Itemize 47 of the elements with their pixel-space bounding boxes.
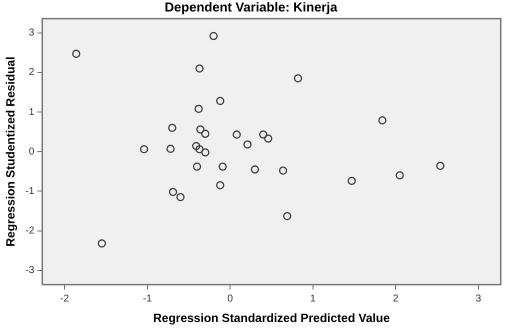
y-tick-label: 3 <box>28 28 35 39</box>
x-tick-label: -1 <box>142 293 152 304</box>
point <box>294 74 302 83</box>
point <box>168 124 176 132</box>
x-tick-label: 0 <box>227 293 234 304</box>
point <box>194 104 203 113</box>
point <box>396 171 404 180</box>
point <box>378 116 387 124</box>
point <box>201 148 210 157</box>
point <box>264 134 272 143</box>
y-tick-label: 1 <box>28 106 35 118</box>
y-tick-label: 2 <box>28 67 35 78</box>
chart-title: Dependent Variable: Kinerja <box>164 0 338 14</box>
point <box>250 165 260 174</box>
point <box>259 130 268 139</box>
point <box>192 162 202 171</box>
point <box>166 144 175 153</box>
point <box>278 166 288 175</box>
point <box>192 142 200 150</box>
point <box>176 192 185 202</box>
point <box>168 188 178 196</box>
x-tick-label: 1 <box>310 293 316 304</box>
y-tick-label: 0 <box>28 146 35 158</box>
point <box>98 239 106 248</box>
point <box>201 130 210 138</box>
point <box>195 64 204 73</box>
point <box>140 145 148 154</box>
point <box>196 125 204 134</box>
point <box>195 145 204 154</box>
y-tick-label: -2 <box>25 226 35 237</box>
y-tick-label: -1 <box>25 186 35 197</box>
point <box>209 32 218 40</box>
point <box>72 50 80 58</box>
point <box>348 176 356 186</box>
point <box>216 96 224 106</box>
point <box>218 162 227 171</box>
point <box>216 181 224 190</box>
x-tick-label: 3 <box>476 293 482 304</box>
point <box>232 130 241 139</box>
point <box>436 162 444 170</box>
point <box>283 212 292 220</box>
point <box>243 140 252 149</box>
x-tick-label: -2 <box>60 293 70 304</box>
x-tick-label: 2 <box>392 293 399 304</box>
x-axis-title: Regression Standardized Predicted Value <box>153 311 390 326</box>
y-axis-title: Regression Studentized Residual <box>4 56 18 247</box>
y-tick-label: -3 <box>25 265 35 276</box>
